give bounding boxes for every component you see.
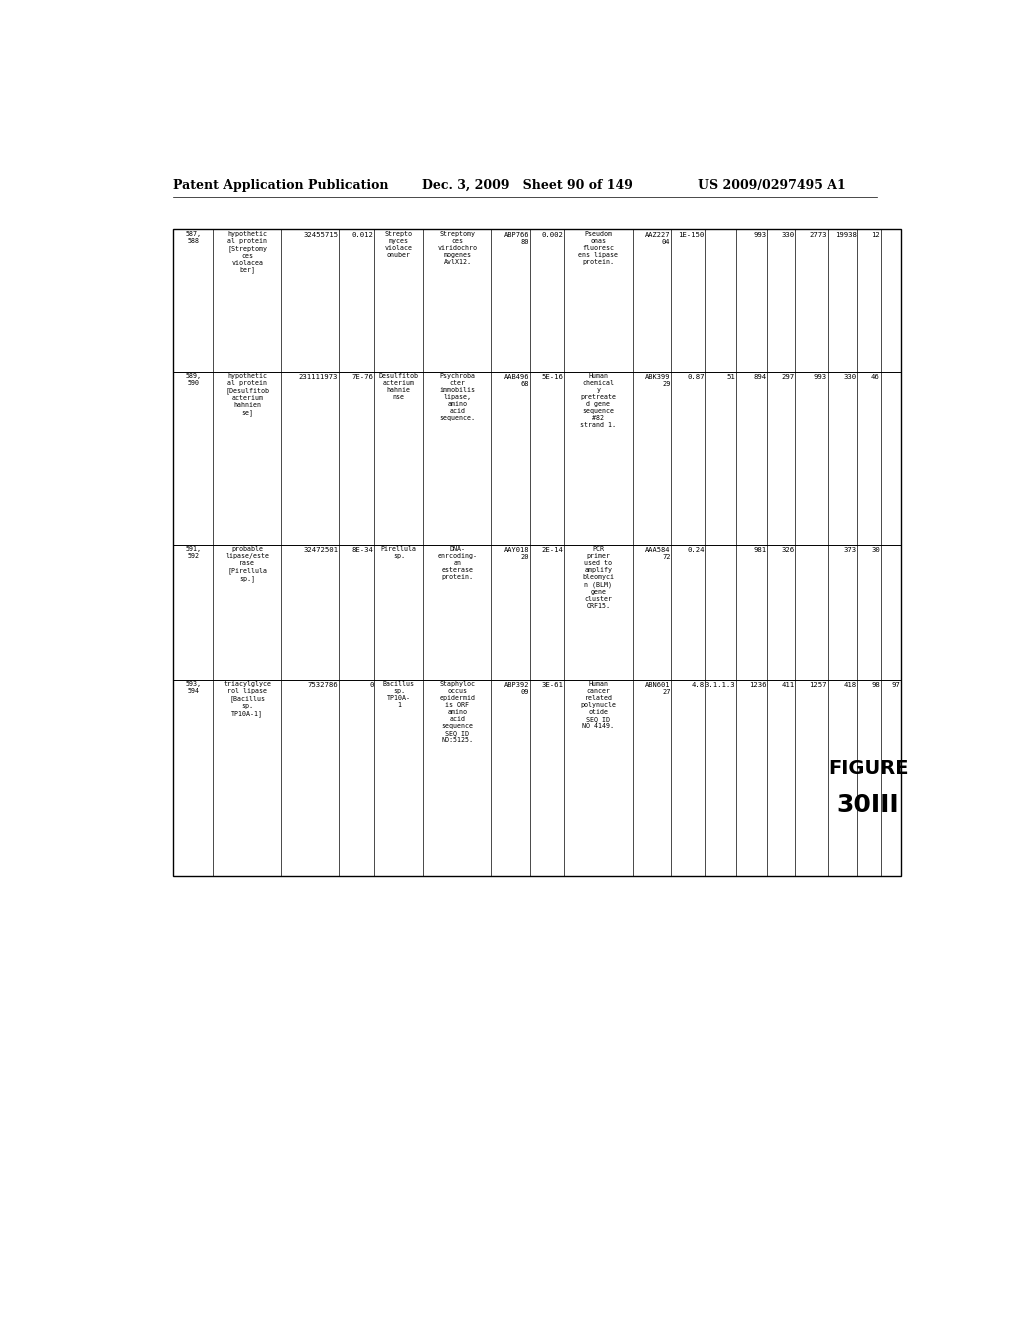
Text: 7532786: 7532786 <box>307 682 338 688</box>
Text: PCR
primer
used to
amplify
bleomyci
n (BLM)
gene
cluster
ORF15.: PCR primer used to amplify bleomyci n (B… <box>583 546 614 609</box>
Text: 330: 330 <box>781 231 795 238</box>
Text: 1236: 1236 <box>750 682 767 688</box>
Text: ABN601
27: ABN601 27 <box>645 682 671 696</box>
Text: 98: 98 <box>871 682 880 688</box>
Text: 589,
590: 589, 590 <box>185 374 201 387</box>
Text: Desulfitob
acterium
hahnie
nse: Desulfitob acterium hahnie nse <box>379 374 419 400</box>
Text: 30III: 30III <box>837 793 899 817</box>
Text: 231111973: 231111973 <box>299 374 338 380</box>
Text: 3.1.1.3: 3.1.1.3 <box>705 682 735 688</box>
Text: Human
chemical
y
pretreate
d gene
sequence
#82
strand 1.: Human chemical y pretreate d gene sequen… <box>581 374 616 428</box>
Text: 411: 411 <box>781 682 795 688</box>
Text: 97: 97 <box>891 682 900 688</box>
Text: 30: 30 <box>871 548 880 553</box>
Text: Psychroba
cter
immobilis
lipase,
amino
acid
sequence.: Psychroba cter immobilis lipase, amino a… <box>439 374 475 421</box>
Text: 32472501: 32472501 <box>303 548 338 553</box>
Text: 32455715: 32455715 <box>303 231 338 238</box>
Text: ABP392
09: ABP392 09 <box>504 682 529 696</box>
Text: 587,
588: 587, 588 <box>185 231 201 244</box>
Text: 993: 993 <box>754 231 767 238</box>
Text: 591,
592: 591, 592 <box>185 546 201 560</box>
Text: 2773: 2773 <box>810 231 827 238</box>
Text: 5E-16: 5E-16 <box>542 374 563 380</box>
Text: ABK399
29: ABK399 29 <box>645 374 671 387</box>
Text: Pseudom
onas
fluoresc
ens lipase
protein.: Pseudom onas fluoresc ens lipase protein… <box>579 231 618 265</box>
Text: 7E-76: 7E-76 <box>352 374 374 380</box>
Text: FIGURE: FIGURE <box>827 759 908 777</box>
Text: 993: 993 <box>814 374 827 380</box>
Text: 981: 981 <box>754 548 767 553</box>
Text: Dec. 3, 2009   Sheet 90 of 149: Dec. 3, 2009 Sheet 90 of 149 <box>423 180 634 193</box>
Text: 4.8: 4.8 <box>691 682 705 688</box>
Text: 12: 12 <box>871 231 880 238</box>
Bar <box>173 230 901 876</box>
Text: triacylglyce
rol lipase
[Bacillus
sp.
TP10A-1]: triacylglyce rol lipase [Bacillus sp. TP… <box>223 681 271 717</box>
Text: Patent Application Publication: Patent Application Publication <box>173 180 388 193</box>
Text: 0: 0 <box>370 682 374 688</box>
Text: 297: 297 <box>781 374 795 380</box>
Text: 1E-150: 1E-150 <box>678 231 705 238</box>
Text: AAY018
20: AAY018 20 <box>504 548 529 560</box>
Text: 46: 46 <box>871 374 880 380</box>
Text: DNA-
enrcoding-
an
esterase
protein.: DNA- enrcoding- an esterase protein. <box>437 546 477 581</box>
Text: AAA584
72: AAA584 72 <box>645 548 671 560</box>
Text: Bacillus
sp.
TP10A-
1: Bacillus sp. TP10A- 1 <box>383 681 415 709</box>
Text: 418: 418 <box>844 682 856 688</box>
Text: 19938: 19938 <box>835 231 856 238</box>
Text: Streptomy
ces
viridochro
mogenes
AvlX12.: Streptomy ces viridochro mogenes AvlX12. <box>437 231 477 265</box>
Text: Strepto
myces
violace
onuber: Strepto myces violace onuber <box>385 231 413 257</box>
Text: Staphyloc
occus
epidermid
is ORF
amino
acid
sequence
SEQ ID
NO:5125.: Staphyloc occus epidermid is ORF amino a… <box>439 681 475 743</box>
Text: probable
lipase/este
rase
[Pirellula
sp.]: probable lipase/este rase [Pirellula sp.… <box>225 546 269 582</box>
Text: 326: 326 <box>781 548 795 553</box>
Text: 373: 373 <box>844 548 856 553</box>
Text: 0.87: 0.87 <box>687 374 705 380</box>
Text: 51: 51 <box>727 374 735 380</box>
Text: 3E-61: 3E-61 <box>542 682 563 688</box>
Text: 0.24: 0.24 <box>687 548 705 553</box>
Text: hypothetic
al protein
[Desulfitob
acterium
hahnien
se]: hypothetic al protein [Desulfitob acteri… <box>225 374 269 416</box>
Text: US 2009/0297495 A1: US 2009/0297495 A1 <box>697 180 846 193</box>
Text: Pirellula
sp.: Pirellula sp. <box>381 546 417 560</box>
Text: AAB496
68: AAB496 68 <box>504 374 529 387</box>
Text: Human
cancer
related
polynucle
otide
SEQ ID
NO 4149.: Human cancer related polynucle otide SEQ… <box>581 681 616 729</box>
Text: 2E-14: 2E-14 <box>542 548 563 553</box>
Text: 8E-34: 8E-34 <box>352 548 374 553</box>
Text: AAZ227
04: AAZ227 04 <box>645 231 671 244</box>
Text: 894: 894 <box>754 374 767 380</box>
Text: 330: 330 <box>844 374 856 380</box>
Text: ABP766
80: ABP766 80 <box>504 231 529 244</box>
Text: 593,
594: 593, 594 <box>185 681 201 694</box>
Text: hypothetic
al protein
[Streptomy
ces
violacea
ber]: hypothetic al protein [Streptomy ces vio… <box>227 231 267 273</box>
Text: 1257: 1257 <box>810 682 827 688</box>
Text: 0.002: 0.002 <box>542 231 563 238</box>
Text: 0.012: 0.012 <box>352 231 374 238</box>
